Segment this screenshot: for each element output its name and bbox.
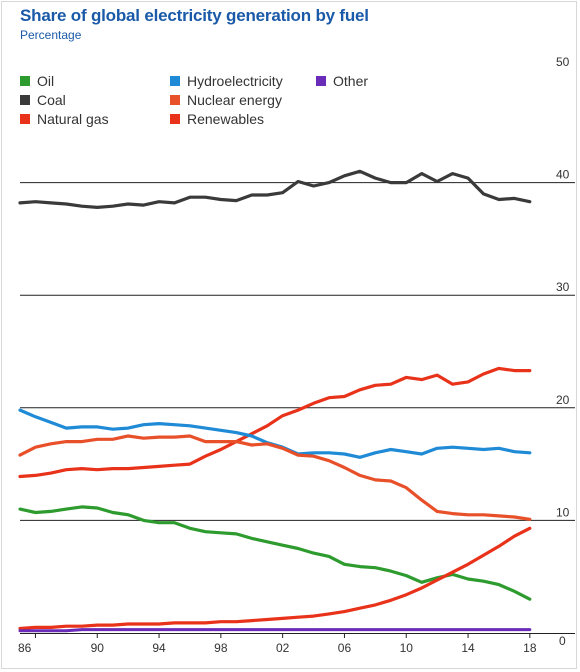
- y-tick-label: 40: [556, 168, 570, 182]
- y-axis: 0 10 20 30 40 50: [556, 55, 570, 648]
- x-tick-labels: 86 90 94 98 02 06 10 14 18: [18, 641, 537, 655]
- x-tick-label: 06: [338, 641, 352, 655]
- series-line-hydroelectricity: [18, 408, 532, 459]
- legend-swatch-nuclear-energy-icon: [170, 95, 180, 105]
- x-tick-label: 86: [18, 641, 32, 655]
- legend: Oil Coal Natural gas Hydroelectricity Nuclea…: [20, 73, 368, 127]
- x-tick-label: 10: [400, 641, 414, 655]
- x-tick-label: 14: [461, 641, 475, 655]
- series-group: [18, 169, 532, 633]
- legend-label-oil: Oil: [37, 73, 54, 89]
- y-tick-label: 0: [559, 634, 566, 648]
- x-tick-label: 18: [523, 641, 537, 655]
- legend-swatch-renewables-icon: [170, 114, 180, 124]
- series-line-natural-gas: [18, 366, 532, 479]
- y-tick-label: 50: [556, 55, 570, 69]
- legend-label-coal: Coal: [37, 92, 66, 108]
- chart-title: Share of global electricity generation b…: [20, 6, 369, 25]
- series-line-other: [18, 628, 532, 633]
- y-tick-label: 30: [556, 280, 570, 294]
- x-tick-label: 90: [91, 641, 105, 655]
- y-tick-label: 20: [556, 393, 570, 407]
- legend-label-natural-gas: Natural gas: [37, 111, 109, 127]
- x-tick-label: 02: [276, 641, 290, 655]
- gridlines: [20, 182, 575, 521]
- legend-swatch-hydroelectricity-icon: [170, 76, 180, 86]
- legend-swatch-natural-gas-icon: [20, 114, 30, 124]
- chart-subtitle: Percentage: [20, 28, 82, 42]
- series-line-renewables: [18, 526, 532, 631]
- series-line-coal: [18, 169, 532, 209]
- series-line-nuclear-energy: [18, 434, 532, 521]
- y-tick-label: 10: [556, 505, 570, 519]
- legend-label-other: Other: [333, 73, 368, 89]
- legend-label-hydroelectricity: Hydroelectricity: [187, 73, 283, 89]
- legend-swatch-oil-icon: [20, 76, 30, 86]
- legend-label-renewables: Renewables: [187, 111, 264, 127]
- x-tick-label: 98: [214, 641, 228, 655]
- x-axis: [20, 633, 575, 638]
- x-tick-label: 94: [152, 641, 166, 655]
- legend-swatch-other-icon: [316, 76, 326, 86]
- legend-swatch-coal-icon: [20, 95, 30, 105]
- legend-label-nuclear-energy: Nuclear energy: [187, 92, 282, 108]
